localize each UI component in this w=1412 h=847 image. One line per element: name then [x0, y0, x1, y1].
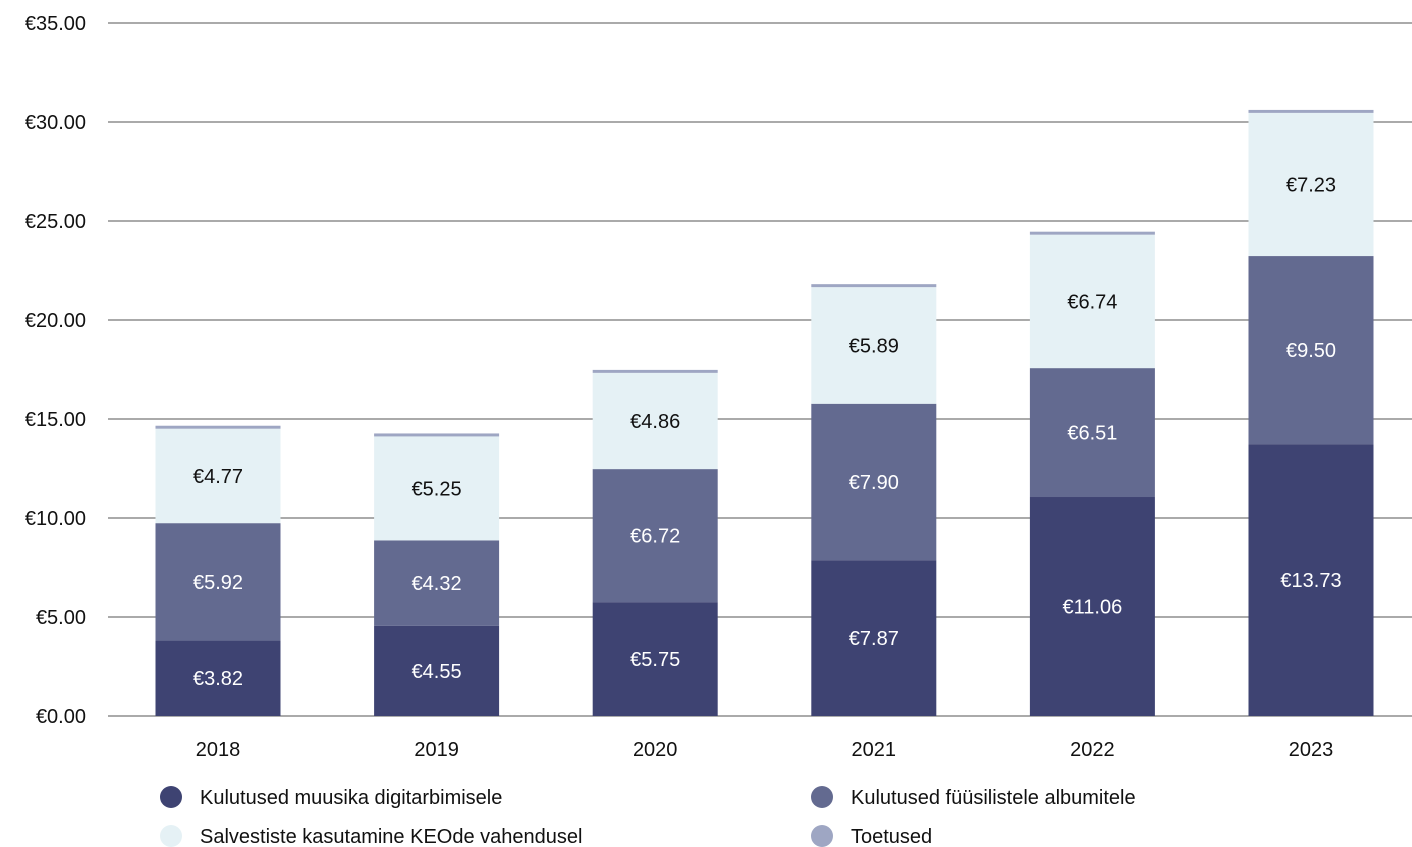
bar-segment[interactable]	[1029, 234, 1155, 369]
legend-item[interactable]: Kulutused füüsilistele albumitele	[811, 786, 1136, 809]
data-label: €7.23	[1286, 174, 1336, 196]
legend-item[interactable]: Toetused	[811, 825, 932, 847]
bar-segment[interactable]	[811, 403, 937, 561]
data-label: €6.72	[630, 526, 680, 548]
y-tick-label: €0.00	[36, 706, 86, 728]
bar-segment[interactable]	[592, 602, 718, 716]
data-label: €7.87	[849, 628, 899, 650]
bar-segment[interactable]	[1248, 256, 1374, 445]
x-tick-label: 2020	[633, 739, 678, 761]
data-label: €6.74	[1067, 291, 1117, 313]
bar-segment[interactable]	[155, 428, 281, 524]
legend-marker	[811, 786, 833, 808]
legend-label: Kulutused füüsilistele albumitele	[851, 787, 1136, 809]
y-tick-label: €5.00	[36, 607, 86, 629]
data-label: €5.25	[412, 478, 462, 500]
x-tick-label: 2021	[852, 739, 897, 761]
y-tick-label: €20.00	[25, 310, 86, 332]
data-label: €4.86	[630, 411, 680, 433]
x-tick-label: 2022	[1070, 739, 1115, 761]
bar-segment[interactable]	[1248, 109, 1374, 113]
y-tick-label: €25.00	[25, 211, 86, 233]
bar-segment[interactable]	[1248, 444, 1374, 716]
bar-stack-2023: €13.73 €9.50 €7.23	[1248, 109, 1374, 716]
x-tick-label: 2018	[196, 739, 241, 761]
data-label: €13.73	[1280, 570, 1341, 592]
bar-segment[interactable]	[811, 284, 937, 288]
bar-segment[interactable]	[592, 372, 718, 470]
y-tick-label: €35.00	[25, 13, 86, 35]
legend: Kulutused muusika digitarbimisele Kulutus…	[160, 786, 1136, 847]
data-label: €6.51	[1067, 423, 1117, 445]
legend-label: Salvestiste kasutamine KEOde vahendusel	[200, 826, 582, 847]
y-tick-label: €10.00	[25, 508, 86, 530]
y-tick-label: €15.00	[25, 409, 86, 431]
legend-label: Toetused	[851, 826, 932, 847]
bar-segment[interactable]	[1029, 231, 1155, 235]
data-label: €4.55	[412, 661, 462, 683]
bar-segment[interactable]	[1029, 368, 1155, 498]
data-label: €7.90	[849, 472, 899, 494]
data-label: €5.89	[849, 335, 899, 357]
bar-segment[interactable]	[1248, 112, 1374, 257]
bar-segment[interactable]	[592, 369, 718, 373]
y-tick-label: €30.00	[25, 112, 86, 134]
data-label: €4.32	[412, 573, 462, 595]
x-tick-label: 2019	[414, 739, 459, 761]
data-label: €9.50	[1286, 340, 1336, 362]
bar-segment[interactable]	[374, 436, 500, 541]
bars: €3.82 €5.92 €4.77 €4.55 €4.32 €5.25 €5.75 €6.72…	[155, 109, 1374, 716]
legend-item[interactable]: Salvestiste kasutamine KEOde vahendusel	[160, 825, 582, 847]
bar-segment[interactable]	[155, 425, 281, 429]
bar-stack-2018: €3.82 €5.92 €4.77	[155, 425, 281, 716]
bar-segment[interactable]	[155, 640, 281, 716]
bar-stack-2022: €11.06 €6.51 €6.74	[1029, 231, 1155, 716]
bar-segment[interactable]	[811, 287, 937, 404]
bar-stack-2020: €5.75 €6.72 €4.86	[592, 369, 718, 716]
y-axis: €0.00 €5.00 €10.00 €15.00 €20.00 €25.00 €30.00…	[25, 13, 1412, 728]
bar-segment[interactable]	[592, 469, 718, 603]
data-label: €11.06	[1063, 597, 1123, 619]
bar-segment[interactable]	[374, 625, 500, 716]
bar-segment[interactable]	[1029, 497, 1155, 716]
bar-stack-2021: €7.87 €7.90 €5.89	[811, 284, 937, 716]
legend-marker	[811, 825, 833, 847]
bar-segment[interactable]	[811, 560, 937, 716]
x-tick-label: 2023	[1289, 739, 1334, 761]
data-label: €4.77	[193, 466, 243, 488]
bar-stack-2019: €4.55 €4.32 €5.25	[374, 433, 500, 716]
bar-segment[interactable]	[374, 433, 500, 437]
data-label: €3.82	[193, 668, 243, 690]
bar-segment[interactable]	[155, 523, 281, 641]
data-label: €5.92	[193, 572, 243, 594]
data-label: €5.75	[630, 649, 680, 671]
legend-marker	[160, 825, 182, 847]
legend-item[interactable]: Kulutused muusika digitarbimisele	[160, 786, 502, 809]
bar-segment[interactable]	[374, 540, 500, 626]
legend-marker	[160, 786, 182, 808]
legend-label: Kulutused muusika digitarbimisele	[200, 787, 502, 809]
